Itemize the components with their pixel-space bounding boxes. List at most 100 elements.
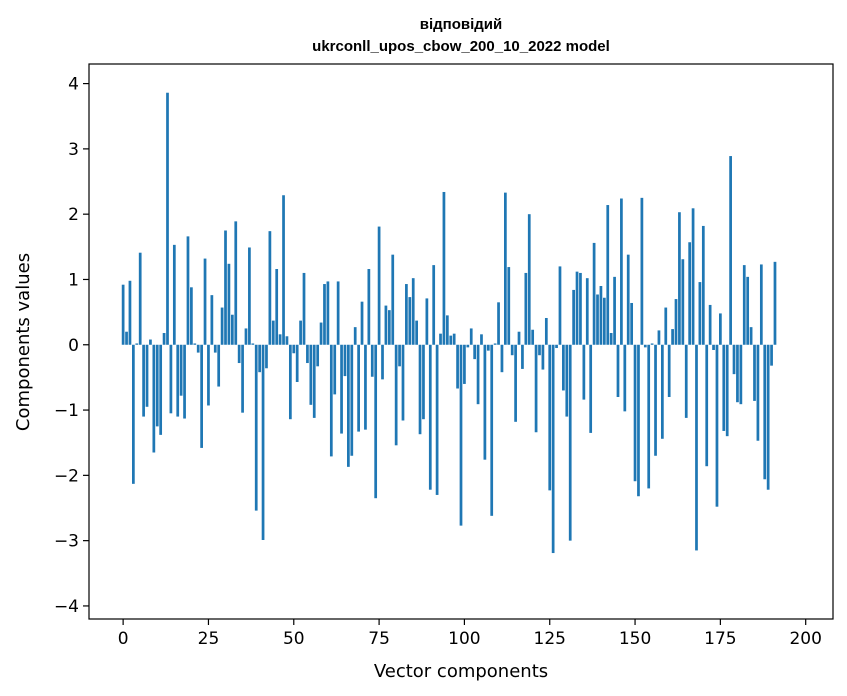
bar-186	[756, 344, 760, 441]
x-tick-label-200: 200	[789, 629, 821, 649]
bar-41	[261, 344, 265, 540]
bar-21	[193, 343, 197, 345]
bar-174	[715, 344, 719, 507]
bar-152	[640, 197, 644, 345]
y-tick-label-4: 4	[68, 75, 79, 95]
bar-46	[278, 334, 282, 345]
bar-26	[210, 295, 214, 345]
y-tick-label--2: −2	[54, 466, 79, 486]
bar-163	[678, 212, 681, 345]
bar-115	[514, 344, 517, 422]
bar-71	[364, 344, 367, 430]
bar-89	[425, 298, 429, 345]
bar-99	[459, 344, 463, 526]
bar-183	[746, 276, 750, 345]
x-tick-label-25: 25	[198, 629, 220, 649]
bar-57	[316, 344, 320, 367]
bar-2	[128, 280, 132, 345]
bar-81	[398, 344, 401, 367]
bar-161	[671, 329, 674, 345]
bar-156	[654, 344, 657, 456]
bar-53	[302, 272, 306, 345]
bar-164	[681, 259, 685, 345]
bar-173	[712, 344, 715, 350]
bar-86	[415, 320, 418, 345]
x-tick-label-0: 0	[118, 629, 129, 649]
bar-162	[674, 299, 678, 345]
bar-27	[213, 344, 217, 353]
bar-148	[626, 254, 630, 345]
bar-134	[579, 272, 582, 345]
bar-179	[732, 344, 736, 375]
bar-15	[172, 244, 176, 345]
bar-112	[504, 192, 507, 345]
bar-43	[268, 231, 272, 345]
y-tick-label--1: −1	[54, 401, 79, 421]
bar-136	[585, 278, 589, 345]
bar-13	[166, 92, 169, 345]
bar-47	[282, 195, 285, 345]
bar-140	[599, 286, 603, 345]
chart-title: відповідий ukrconll_upos_cbow_200_10_202…	[312, 16, 610, 55]
bar-12	[162, 333, 166, 345]
bar-137	[589, 344, 593, 433]
bar-125	[548, 344, 552, 491]
bar-177	[725, 344, 729, 437]
bar-56	[312, 344, 316, 418]
bar-101	[466, 344, 470, 348]
bar-34	[237, 344, 241, 364]
bar-54	[306, 344, 309, 364]
bar-80	[394, 344, 398, 446]
bar-28	[217, 344, 221, 387]
bar-20	[190, 287, 193, 345]
bar-83	[405, 284, 408, 345]
bar-84	[408, 297, 412, 345]
bar-40	[258, 344, 262, 373]
y-tick-label-2: 2	[68, 205, 79, 225]
bar-126	[551, 344, 555, 554]
bar-131	[568, 344, 572, 541]
y-axis-ticks: −4 −3 −2 −1 0 1 2 3 4	[54, 75, 89, 617]
x-tick-label-100: 100	[448, 629, 480, 649]
bar-33	[234, 221, 238, 345]
chart-title-line-2: ukrconll_upos_cbow_200_10_2022 model	[312, 38, 610, 55]
bar-154	[647, 344, 651, 489]
bar-36	[244, 328, 248, 345]
bar-24	[203, 258, 207, 345]
bar-90	[428, 344, 432, 490]
bar-75	[377, 226, 381, 345]
bar-138	[592, 242, 596, 345]
bar-1	[125, 331, 128, 345]
bar-100	[463, 344, 466, 384]
bar-82	[401, 344, 405, 421]
bar-4	[135, 343, 139, 345]
bar-52	[299, 320, 302, 345]
bar-17	[179, 344, 183, 396]
y-tick-label-0: 0	[68, 336, 79, 356]
bar-65	[343, 344, 347, 377]
bar-29	[220, 307, 224, 345]
bar-51	[295, 344, 299, 382]
chart-title-line-1: відповідий	[420, 16, 503, 33]
bar-88	[422, 344, 425, 420]
bar-25	[207, 344, 210, 406]
bar-187	[759, 264, 763, 345]
bar-62	[333, 344, 337, 395]
bar-165	[684, 344, 688, 418]
bar-145	[616, 344, 620, 397]
bar-168	[695, 344, 698, 551]
bar-74	[374, 344, 378, 499]
bar-121	[534, 344, 538, 433]
bar-108	[490, 344, 494, 516]
bar-129	[562, 344, 565, 391]
bar-32	[230, 314, 234, 345]
bar-130	[565, 344, 569, 417]
bar-110	[497, 302, 500, 345]
bar-114	[510, 344, 514, 356]
y-tick-label--4: −4	[54, 597, 79, 617]
bar-135	[582, 344, 586, 400]
bar-144	[613, 276, 616, 345]
bar-123	[541, 344, 545, 370]
bar-178	[729, 156, 732, 345]
bar-31	[227, 263, 231, 345]
